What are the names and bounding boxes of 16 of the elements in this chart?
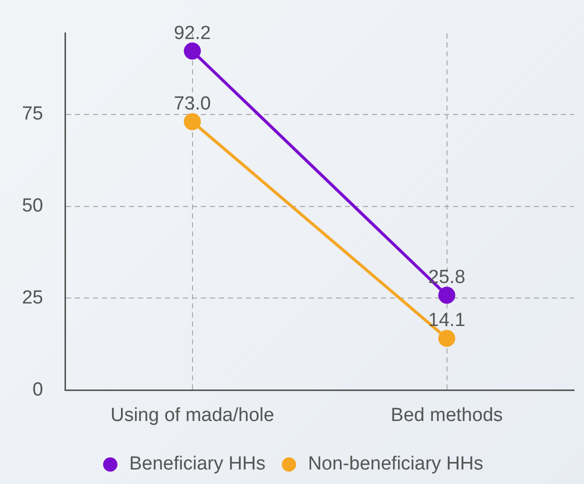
- data-label: 25.8: [428, 267, 466, 288]
- y-tick-label: 50: [22, 196, 44, 217]
- legend-label: Beneficiary HHs: [129, 454, 266, 475]
- data-label: 92.2: [174, 22, 211, 44]
- x-tick-label: Bed methods: [390, 404, 503, 426]
- y-tick-label: 25: [22, 287, 44, 308]
- y-tick-label: 0: [32, 379, 44, 400]
- y-tick-label: 75: [22, 104, 44, 125]
- point: [184, 42, 201, 60]
- point: [184, 113, 201, 130]
- data-label: 14.1: [428, 310, 466, 332]
- legend-label: Non-beneficiary HHs: [308, 454, 484, 475]
- point: [438, 286, 456, 304]
- data-label: 73.0: [174, 93, 211, 114]
- point: [438, 330, 456, 347]
- x-tick-label: Using of mada/hole: [110, 404, 274, 426]
